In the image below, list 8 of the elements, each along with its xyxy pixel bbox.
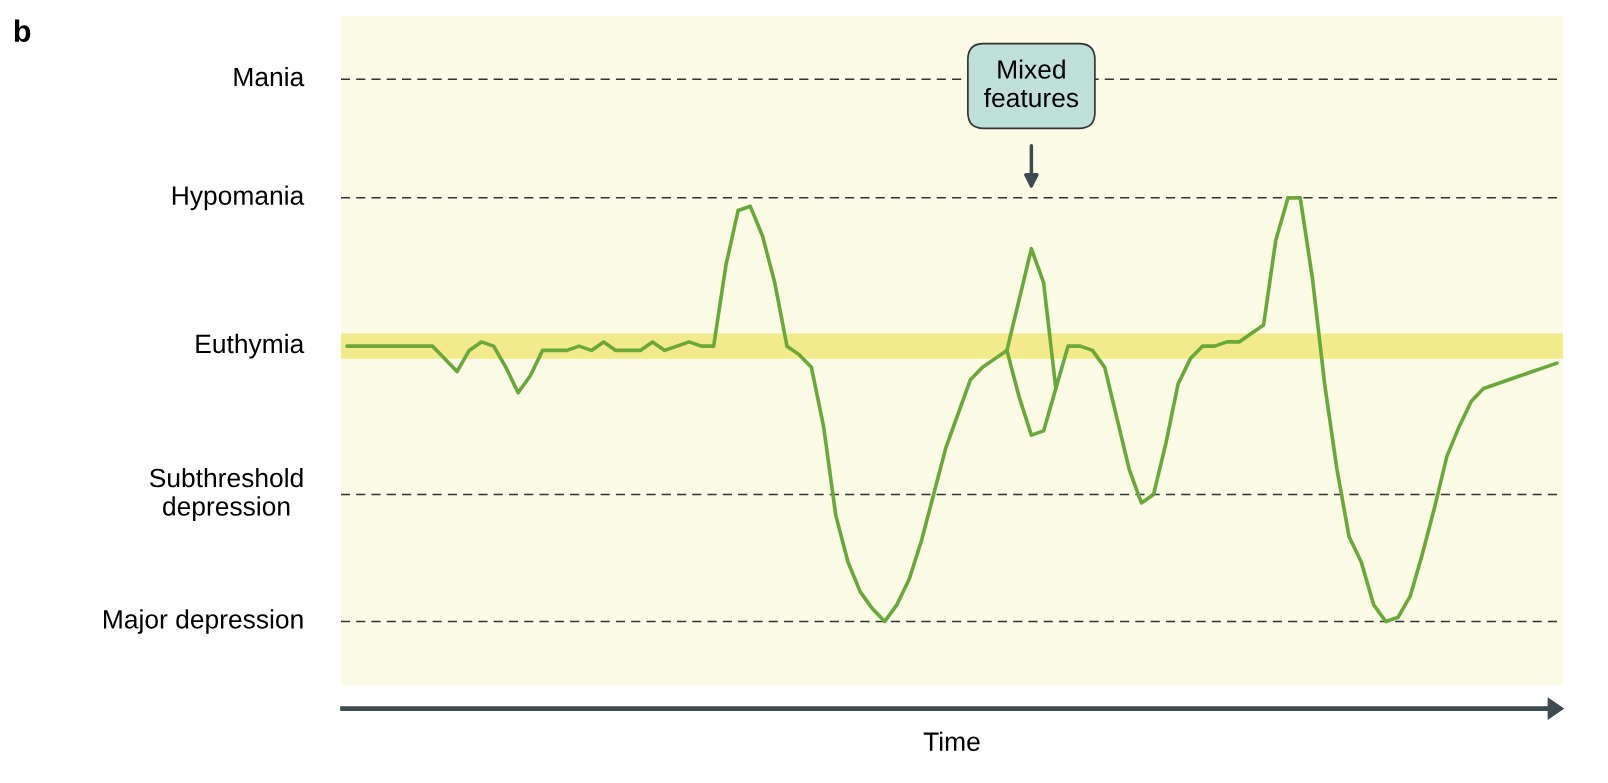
ref-line-label: Subthreshold depression	[149, 467, 303, 521]
text: b	[14, 19, 31, 43]
text: Mixed features	[984, 59, 1079, 108]
band-label: Euthymia	[196, 333, 305, 359]
ref-line-label: Major depression	[104, 609, 303, 634]
ref-line-label: Mania	[234, 66, 305, 87]
x-axis-title: Time	[923, 731, 980, 752]
ref-line-label: Hypomania	[172, 185, 305, 211]
